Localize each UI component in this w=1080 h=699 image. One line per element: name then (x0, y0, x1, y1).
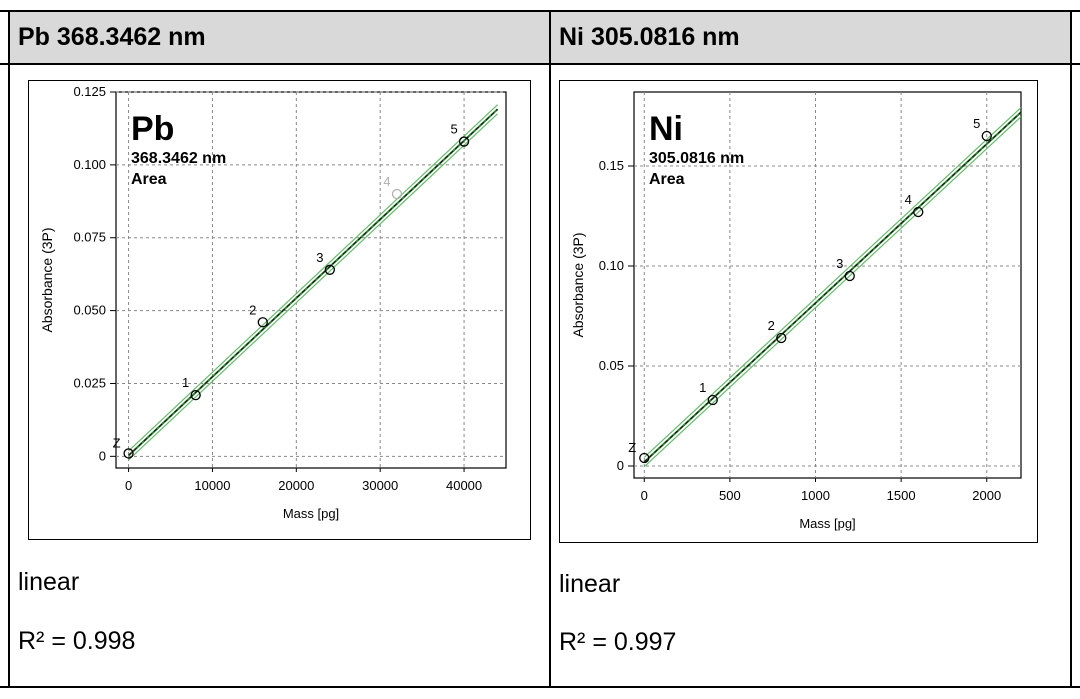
data-point (639, 452, 650, 464)
table-left-border (8, 10, 10, 688)
data-point (190, 389, 201, 401)
data-point (844, 270, 855, 282)
confidence-band-lower (128, 113, 499, 461)
pb-r-squared: R² = 0.998 (18, 627, 136, 655)
column-divider (549, 10, 551, 688)
data-point-label: 5 (450, 122, 457, 137)
table-right-border (1070, 10, 1072, 688)
y-tick-label: 0.05 (599, 358, 624, 373)
data-point-label: 2 (768, 318, 775, 333)
data-point (324, 264, 336, 275)
data-point-label: 2 (249, 302, 256, 317)
data-point-label: 1 (182, 375, 189, 390)
confidence-band-lower (643, 116, 1022, 468)
y-tick-label: 0.025 (73, 375, 106, 390)
x-axis-label: Mass [pg] (799, 516, 855, 531)
fit-line-dashed (128, 108, 498, 456)
table-top-border (0, 10, 1080, 12)
ni-fit-type: linear (559, 570, 621, 598)
data-point (776, 332, 787, 344)
pb-calibration-chart: 0 10000 20000 30000 40000 0 0.025 0.050 0.075 0.1… (28, 80, 531, 540)
data-point (123, 448, 134, 459)
ni-calibration-chart: 0 500 1000 1500 2000 0 0.05 0.10 0.15 Mass [pg] Ab… (559, 80, 1038, 543)
y-axis-label: Absorbance (3P) (39, 227, 55, 332)
x-tick-label: 30000 (362, 478, 398, 493)
x-tick-label: 0 (641, 488, 648, 503)
ni-chart-svg: 0 500 1000 1500 2000 0 0.05 0.10 0.15 Mass [pg] Ab… (559, 80, 1038, 543)
pb-fit-type: linear (18, 568, 80, 596)
y-tick-label: 0.10 (599, 258, 624, 273)
data-point (707, 394, 718, 406)
element-symbol: Pb (131, 110, 174, 148)
x-axis-label: Mass [pg] (283, 506, 339, 521)
column-header-pb: Pb 368.3462 nm (10, 12, 549, 63)
data-point (391, 188, 403, 200)
fit-line-dashed (643, 111, 1022, 463)
table-bottom-border (0, 686, 1080, 688)
mode-annotation: Area (649, 171, 685, 188)
column-header-ni: Ni 305.0816 nm (551, 12, 1070, 63)
y-tick-label: 0 (617, 458, 624, 473)
x-tick-label: 500 (719, 488, 741, 503)
mode-annotation: Area (131, 171, 167, 188)
data-point (458, 136, 470, 147)
data-point-label: 1 (699, 380, 706, 395)
y-axis-label: Absorbance (3P) (570, 232, 586, 337)
data-point-label: 5 (973, 116, 980, 131)
confidence-band-upper (128, 104, 499, 452)
data-point-label: 3 (836, 256, 843, 271)
element-symbol: Ni (649, 110, 683, 148)
x-tick-label: 0 (125, 478, 132, 493)
ni-r-squared: R² = 0.997 (559, 628, 677, 656)
x-tick-label: 20000 (278, 478, 314, 493)
chart-frame (559, 80, 1038, 543)
data-point-label: Z (628, 440, 636, 455)
wavelength-annotation: 305.0816 nm (649, 150, 744, 167)
data-point-label: 4 (905, 192, 912, 207)
data-point (981, 130, 992, 142)
x-tick-label: 10000 (194, 478, 230, 493)
y-tick-label: 0.050 (73, 303, 106, 318)
data-point (257, 317, 268, 328)
wavelength-annotation: 368.3462 nm (131, 150, 226, 167)
y-tick-label: 0 (99, 448, 106, 463)
x-tick-label: 1000 (801, 488, 830, 503)
y-tick-label: 0.075 (73, 230, 106, 245)
y-tick-label: 0.15 (599, 158, 624, 173)
pb-chart-svg: 0 10000 20000 30000 40000 0 0.025 0.050 0.075 0.1… (28, 80, 531, 540)
x-tick-label: 1500 (887, 488, 916, 503)
data-point-label: 4 (383, 174, 390, 189)
x-tick-label: 2000 (972, 488, 1001, 503)
plot-area (633, 91, 1022, 479)
x-tick-label: 40000 (446, 478, 482, 493)
data-point (913, 206, 924, 218)
header-bottom-border (0, 63, 1080, 65)
confidence-band-upper (643, 107, 1022, 458)
y-tick-label: 0.125 (73, 84, 106, 99)
data-point-label: Z (113, 435, 121, 450)
data-point-label: 3 (316, 250, 323, 265)
y-tick-label: 0.100 (73, 157, 106, 172)
